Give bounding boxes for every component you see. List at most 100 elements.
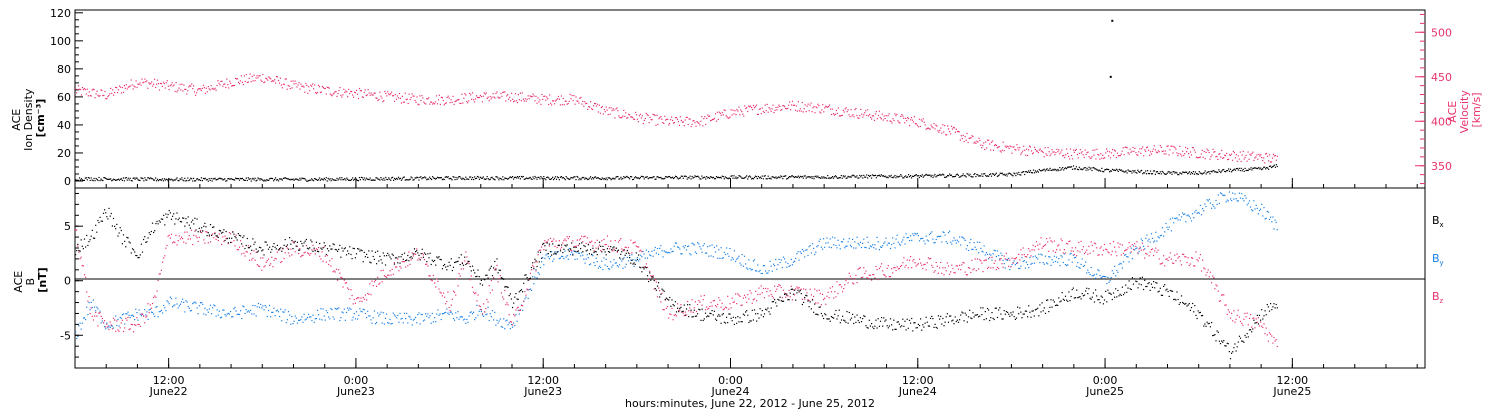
by-point-442 (567, 258, 569, 260)
density-point-1007 (1057, 168, 1059, 171)
by-point-109 (196, 307, 198, 309)
bz-point-300 (409, 263, 411, 265)
bz-point-572 (712, 300, 714, 302)
bz-point-914 (1093, 242, 1096, 244)
bz-point-1039 (1233, 310, 1235, 312)
by-point-460 (587, 257, 589, 259)
by-point-470 (598, 265, 601, 267)
bz-point-390 (509, 321, 511, 323)
bz-point-289 (397, 258, 399, 260)
by-point-302 (411, 324, 413, 326)
density-point-93 (165, 178, 167, 180)
by-point-995 (1184, 213, 1186, 215)
density-point-1187 (1232, 169, 1234, 171)
velocity-point-317 (384, 90, 386, 93)
density-point-1069 (1117, 170, 1119, 172)
bz-point-144 (235, 234, 237, 236)
density-point-909 (961, 175, 963, 177)
velocity-point-803 (858, 117, 860, 119)
bz-point-781 (945, 270, 947, 272)
velocity-point-526 (588, 106, 590, 108)
velocity-point-224 (293, 83, 295, 85)
density-axis-title-line1: ACE (10, 109, 23, 131)
density-point-104 (176, 177, 178, 179)
density-point-658 (716, 176, 718, 179)
bz-point-829 (999, 259, 1001, 261)
by-point-826 (995, 255, 997, 258)
by-point-766 (928, 233, 931, 236)
by-point-1060 (1256, 207, 1258, 209)
bz-point-604 (748, 298, 750, 300)
bz-point-357 (473, 291, 475, 293)
bz-point-849 (1021, 254, 1023, 256)
by-point-878 (1053, 255, 1055, 257)
velocity-point-599 (659, 117, 661, 119)
bz-point-1065 (1262, 326, 1264, 329)
density-point-744 (800, 176, 802, 178)
bx-point-123 (212, 226, 214, 228)
velocity-point-379 (444, 102, 446, 105)
by-point-690 (844, 247, 846, 249)
velocity-point-825 (879, 117, 881, 119)
by-point-636 (784, 258, 786, 260)
density-point-557 (618, 178, 620, 180)
velocity-point-1085 (1133, 150, 1135, 152)
by-point-948 (1131, 258, 1133, 260)
by-point-540 (677, 246, 679, 248)
density-point-44 (117, 178, 120, 180)
by-point-841 (1012, 261, 1014, 264)
bz-point-275 (381, 281, 383, 283)
density-point-274 (342, 179, 344, 181)
bx-point-56 (137, 257, 139, 259)
by-point-989 (1177, 219, 1179, 221)
density-point-1041 (1090, 167, 1092, 169)
velocity-point-961 (1012, 146, 1014, 148)
by-point-638 (786, 266, 788, 268)
density-point-1133 (1180, 172, 1182, 174)
bz-point-330 (442, 292, 445, 294)
by-point-220 (320, 308, 322, 310)
by-point-926 (1107, 276, 1109, 278)
density-point-814 (869, 175, 871, 177)
density-point-403 (468, 178, 470, 180)
density-point-1089 (1137, 169, 1139, 171)
bz-point-169 (263, 266, 265, 268)
density-point-976 (1027, 171, 1029, 173)
bx-point-115 (203, 225, 205, 227)
density-point-593 (653, 176, 655, 178)
by-point-1051 (1246, 204, 1248, 206)
density-point-152 (223, 178, 225, 181)
by-point-950 (1134, 249, 1136, 251)
bz-point-912 (1091, 244, 1093, 247)
density-point-1020 (1069, 166, 1072, 168)
density-point-1070 (1118, 168, 1120, 170)
by-point-611 (756, 270, 758, 272)
density-point-801 (856, 175, 858, 177)
bz-point-1073 (1271, 335, 1273, 337)
bz-point-911 (1090, 241, 1092, 243)
by-point-819 (988, 258, 990, 260)
bz-point-50 (130, 323, 132, 325)
by-point-553 (691, 242, 693, 244)
density-point-1143 (1189, 173, 1192, 175)
bz-point-754 (915, 265, 917, 267)
bz-point-1075 (1273, 336, 1275, 339)
bz-point-773 (936, 265, 938, 267)
bz-point-541 (678, 309, 680, 312)
density-point-332 (398, 178, 400, 180)
velocity-point-335 (401, 95, 403, 97)
by-point-835 (1005, 259, 1007, 261)
density-point-444 (508, 177, 510, 180)
bx-point-186 (282, 247, 284, 249)
bz-point-328 (440, 292, 442, 294)
bz-point-398 (518, 309, 520, 312)
by-point-377 (495, 324, 497, 326)
density-point-750 (806, 176, 808, 178)
velocity-point-106 (178, 87, 180, 89)
bz-point-716 (873, 274, 875, 276)
bz-point-866 (1040, 237, 1042, 239)
by-point-307 (417, 314, 419, 316)
bz-point-148 (240, 240, 242, 242)
density-point-87 (159, 179, 162, 181)
by-point-401 (522, 309, 524, 311)
